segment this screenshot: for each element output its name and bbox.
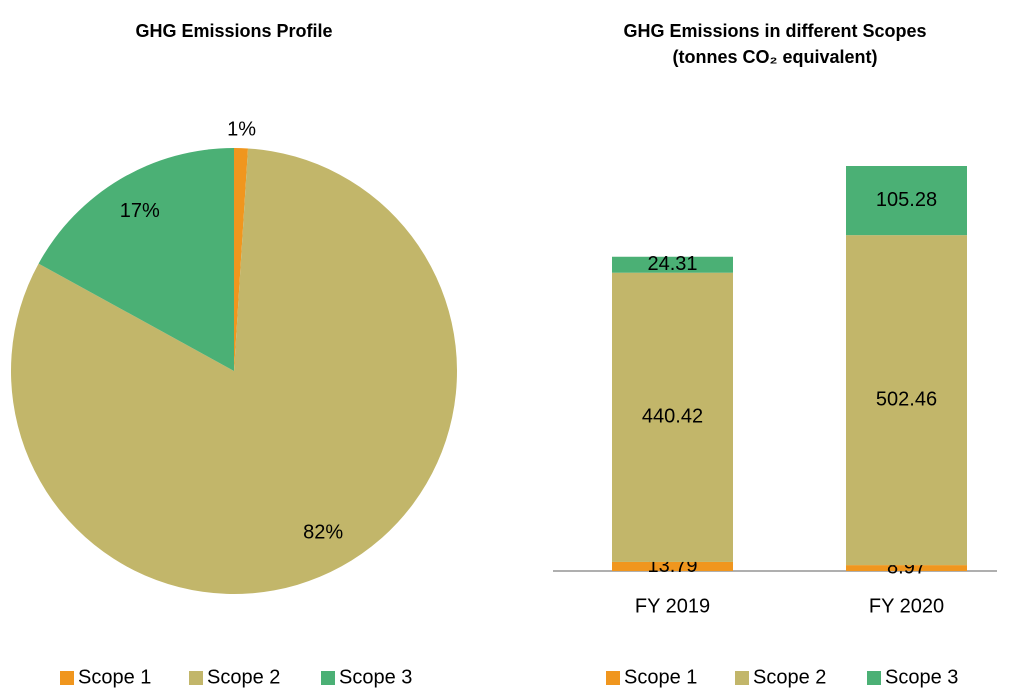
pie-slice bbox=[38, 148, 234, 371]
bar-segment bbox=[846, 565, 967, 571]
legend-swatch bbox=[321, 671, 335, 685]
legend-swatch bbox=[606, 671, 620, 685]
legend-label: Scope 3 bbox=[339, 666, 412, 688]
legend-label: Scope 3 bbox=[885, 666, 958, 688]
slice-label: 82% bbox=[303, 521, 343, 543]
pie-title: GHG Emissions Profile bbox=[135, 21, 332, 41]
x-tick-label: FY 2020 bbox=[869, 595, 944, 617]
value-label: 24.31 bbox=[647, 253, 697, 275]
legend-label: Scope 1 bbox=[78, 666, 151, 688]
legend-swatch bbox=[735, 671, 749, 685]
bar-segment bbox=[846, 235, 967, 566]
legend-swatch bbox=[60, 671, 74, 685]
value-label: 105.28 bbox=[876, 189, 937, 211]
bar-segment bbox=[612, 256, 733, 273]
pie-slice bbox=[10, 148, 457, 595]
legend-swatch bbox=[867, 671, 881, 685]
bar-segment bbox=[612, 561, 733, 571]
bar-subtitle: (tonnes CO₂ equivalent) bbox=[672, 47, 877, 67]
legend-swatch bbox=[189, 671, 203, 685]
legend-label: Scope 2 bbox=[753, 666, 826, 688]
bar-title: GHG Emissions in different Scopes bbox=[623, 21, 926, 41]
legend-label: Scope 1 bbox=[624, 666, 697, 688]
slice-label: 17% bbox=[120, 200, 160, 222]
value-label: 502.46 bbox=[876, 388, 937, 410]
pie-slice bbox=[234, 148, 249, 371]
x-tick-label: FY 2019 bbox=[635, 595, 710, 617]
bar-segment bbox=[846, 166, 967, 236]
bar-segment bbox=[612, 272, 733, 562]
slice-label: 1% bbox=[227, 119, 256, 141]
legend-label: Scope 2 bbox=[207, 666, 280, 688]
value-label: 440.42 bbox=[642, 406, 703, 428]
